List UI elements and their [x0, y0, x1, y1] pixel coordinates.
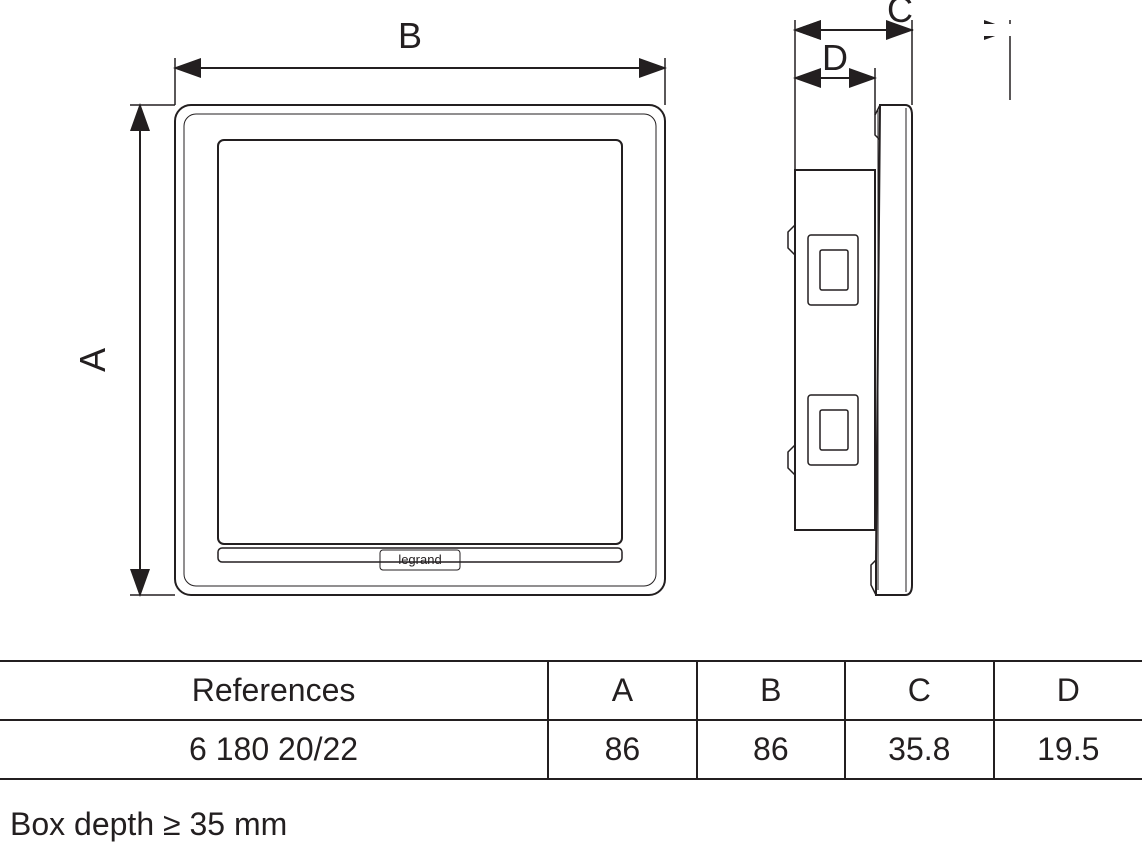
technical-drawing: legrand B A: [0, 0, 1142, 650]
side-view: C D: [788, 0, 1013, 595]
table-cell: 19.5: [994, 720, 1142, 779]
dim-label-d: D: [822, 37, 848, 78]
table-row: 6 180 20/22868635.819.5: [0, 720, 1142, 779]
table-header: A: [548, 661, 696, 720]
dimensions-table: ReferencesABCD6 180 20/22868635.819.5: [0, 660, 1142, 780]
table-cell: 86: [548, 720, 696, 779]
table-header: B: [697, 661, 845, 720]
dim-label-b: B: [398, 15, 422, 56]
table-header: C: [845, 661, 993, 720]
box-depth-note: Box depth ≥ 35 mm: [10, 806, 287, 843]
table-cell: 86: [697, 720, 845, 779]
table-cell: 6 180 20/22: [0, 720, 548, 779]
table-header: References: [0, 661, 548, 720]
table-cell: 35.8: [845, 720, 993, 779]
brand-label: legrand: [398, 552, 441, 567]
table-header: D: [994, 661, 1142, 720]
dim-label-c: C: [887, 0, 913, 30]
front-view: legrand B A: [72, 15, 665, 595]
dim-label-a: A: [72, 348, 113, 372]
